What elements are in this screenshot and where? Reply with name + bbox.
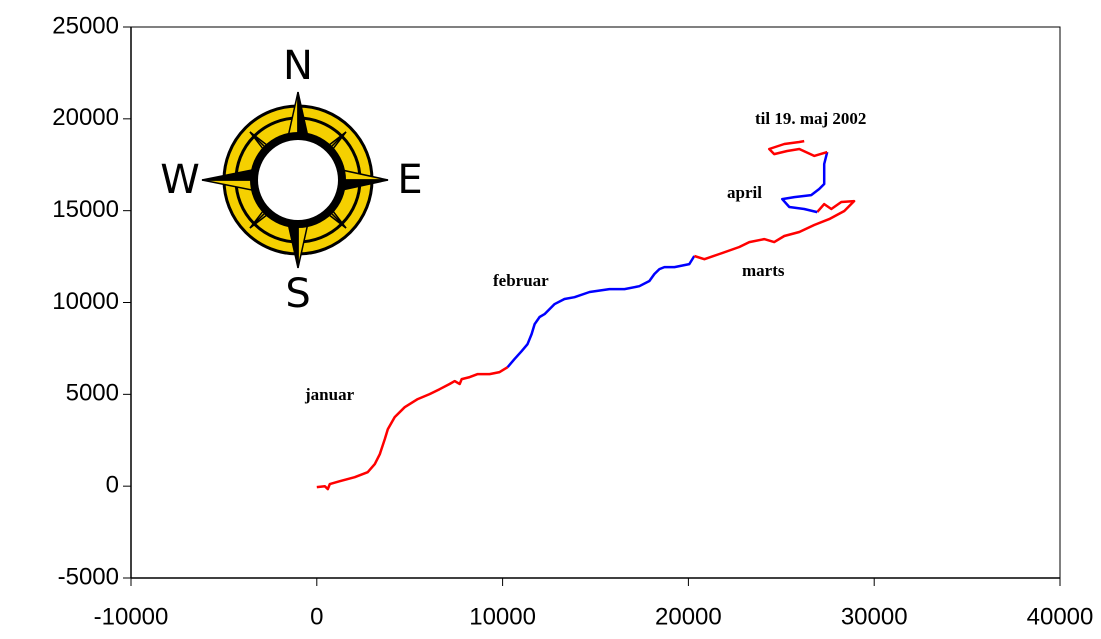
track-line <box>316 366 509 491</box>
compass-south: S <box>285 271 310 317</box>
x-tick-label: 0 <box>310 603 323 630</box>
compass-west: W <box>160 157 200 203</box>
annotation: til 19. maj 2002 <box>755 109 866 128</box>
x-tick-label: 30000 <box>841 603 908 630</box>
compass: N S W E <box>160 43 422 317</box>
compass-east: E <box>397 157 422 203</box>
annotation: april <box>727 183 762 202</box>
y-tick-label: 20000 <box>52 104 119 131</box>
compass-north: N <box>283 43 313 89</box>
y-tick-label: 25000 <box>52 12 119 39</box>
y-tick-label: 15000 <box>52 196 119 223</box>
x-tick-label: 10000 <box>469 603 536 630</box>
y-tick-label: 5000 <box>66 380 119 407</box>
plot-frame <box>130 26 1061 579</box>
track-line <box>693 199 856 261</box>
track-line <box>767 139 828 158</box>
y-tick-label: -5000 <box>58 563 119 590</box>
x-tick-label: -10000 <box>94 603 169 630</box>
annotation: januar <box>304 385 355 404</box>
y-tick-label: 0 <box>106 472 119 499</box>
y-tick-label: 10000 <box>52 288 119 315</box>
annotation: februar <box>493 271 549 290</box>
track-line <box>780 151 829 214</box>
track-line <box>506 255 696 369</box>
x-tick-label: 40000 <box>1027 603 1094 630</box>
annotation: marts <box>742 261 785 280</box>
x-tick-label: 20000 <box>655 603 722 630</box>
